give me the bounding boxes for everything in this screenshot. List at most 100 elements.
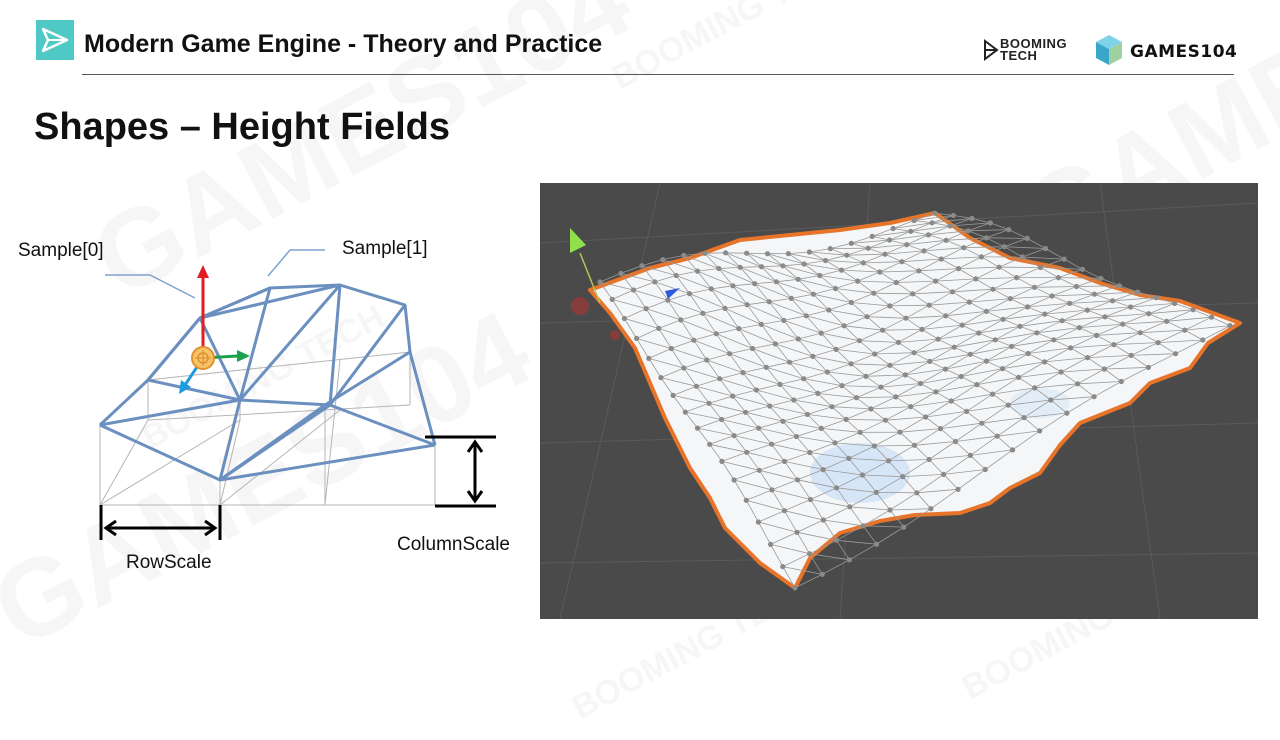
wire-edge — [817, 385, 843, 394]
wire-edge — [998, 256, 1023, 268]
wire-edge — [935, 278, 976, 282]
sample-point — [933, 389, 939, 395]
sample-point — [1049, 293, 1055, 299]
wire-edge — [1016, 267, 1041, 278]
wire-edge — [803, 378, 819, 394]
wire-edge — [759, 461, 785, 471]
course-logo-icon — [36, 20, 74, 60]
wire-edge — [1069, 303, 1088, 311]
wire-edge — [708, 402, 746, 413]
sample-point — [933, 278, 939, 284]
wire-edge — [932, 222, 951, 227]
sample-point — [914, 490, 920, 496]
wire-edge — [888, 460, 903, 477]
wire-edge — [754, 283, 792, 299]
wire-edge — [1011, 339, 1054, 347]
sample-point — [1110, 298, 1116, 304]
wire-edge — [704, 252, 726, 254]
sample-point — [634, 335, 640, 342]
sample-point — [773, 279, 779, 285]
sample-point — [969, 215, 975, 221]
wire-edge — [1044, 357, 1088, 363]
wire-edge — [1050, 383, 1078, 401]
wire-edge — [995, 339, 1012, 347]
sample-point — [1055, 275, 1061, 281]
wire-edge — [846, 253, 886, 256]
header-divider — [82, 74, 1234, 75]
sample-point — [618, 270, 624, 276]
wire-edge — [648, 358, 684, 369]
wire-edge — [905, 315, 946, 319]
wire-edge — [996, 417, 1025, 437]
wire-edge — [841, 269, 880, 273]
sample-point — [880, 327, 886, 333]
wire-edge — [725, 252, 762, 268]
sample-point — [902, 372, 908, 378]
wire-edge — [697, 268, 719, 272]
sample-point — [949, 289, 956, 295]
sample-point — [935, 336, 941, 342]
wire-edge — [934, 212, 954, 216]
axis-gizmo — [179, 265, 250, 394]
sample-point — [848, 240, 854, 246]
sample-point — [901, 524, 907, 530]
sample-point — [1116, 283, 1122, 289]
wire-edge — [850, 353, 875, 365]
wire-edge — [896, 280, 936, 283]
wire-edge — [868, 244, 907, 249]
wire-edge — [898, 329, 923, 343]
sample-point — [1042, 359, 1048, 365]
wire-edge — [827, 371, 866, 377]
sample-point — [815, 390, 821, 396]
wire-edge — [789, 361, 805, 379]
sample-point — [758, 264, 765, 270]
wire-edge — [955, 422, 983, 442]
wire-edge — [851, 292, 874, 303]
wire-edge — [902, 459, 930, 477]
wire-edge — [755, 389, 771, 407]
sample-point — [716, 265, 722, 272]
sample-point — [1025, 350, 1031, 357]
wire-edge — [857, 280, 875, 294]
sample-point — [994, 433, 1000, 439]
wire-edge — [828, 302, 852, 311]
wire-edge — [921, 315, 946, 330]
sample-point — [882, 251, 888, 257]
games104-wordmark: GAMES104 — [1130, 42, 1238, 62]
sample-point — [764, 251, 771, 257]
wire-edge — [738, 328, 776, 345]
wire-edge — [784, 499, 811, 512]
wire-edge — [872, 230, 911, 237]
wire-edge — [835, 288, 874, 294]
wire-edge — [1087, 306, 1131, 311]
wire-edge — [822, 559, 850, 575]
wire-edge — [716, 328, 739, 335]
sample-point — [983, 308, 989, 314]
course-title: Modern Game Engine - Theory and Practice — [84, 30, 603, 58]
label-columnscale: ColumnScale — [397, 534, 510, 555]
wire-edge — [633, 289, 647, 309]
wire-edge — [767, 253, 784, 267]
wire-edge — [836, 539, 877, 545]
wire-edge — [1060, 371, 1078, 385]
wire-edge — [775, 343, 790, 363]
wire-edge — [945, 360, 987, 370]
wire-edge — [1027, 238, 1046, 249]
sample-point — [767, 403, 773, 409]
wire-edge — [892, 220, 915, 229]
wire-edge — [986, 360, 1003, 369]
wire-edge — [935, 391, 952, 402]
sample-point — [639, 263, 645, 269]
wire-edge — [733, 435, 748, 453]
sample-point — [780, 263, 786, 269]
wire-edge — [812, 356, 828, 373]
wire-edge — [910, 225, 951, 232]
wire-edge — [835, 280, 858, 289]
wire-edge — [809, 251, 826, 261]
wire-edge — [1104, 367, 1149, 370]
wire-edge — [885, 406, 911, 421]
wire-edge — [901, 250, 925, 263]
wire-edge — [848, 458, 863, 476]
sample-point — [777, 381, 783, 387]
wire-edge — [821, 325, 845, 334]
